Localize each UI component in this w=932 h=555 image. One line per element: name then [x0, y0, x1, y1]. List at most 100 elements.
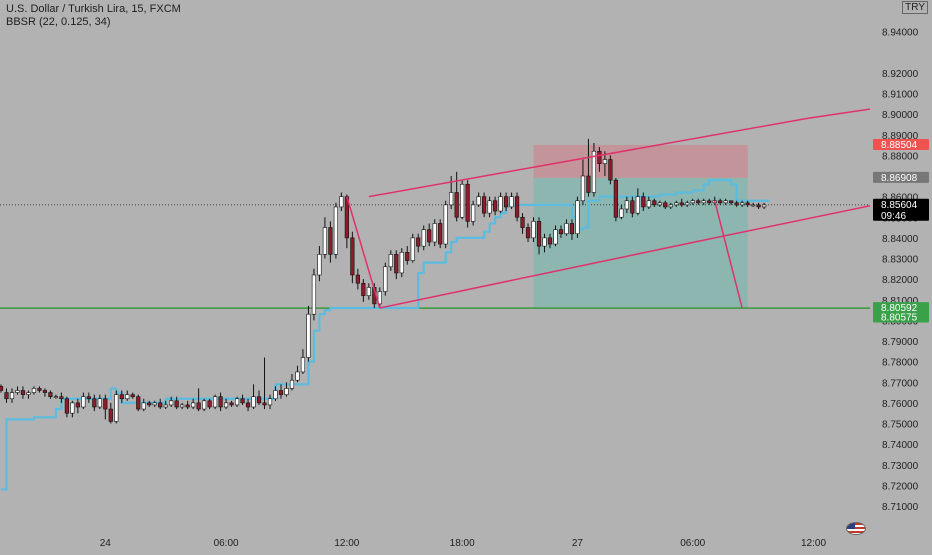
candle-body — [383, 266, 388, 292]
candle-body — [262, 402, 267, 406]
candle-body — [756, 204, 761, 208]
candle — [707, 198, 712, 205]
candle — [597, 147, 602, 172]
candle — [284, 382, 289, 397]
symbol-title[interactable]: U.S. Dollar / Turkish Lira, 15, FXCM — [6, 3, 181, 15]
candle — [569, 219, 575, 240]
candle — [646, 196, 651, 209]
candle-body — [119, 394, 124, 400]
candle — [443, 200, 448, 249]
candle-body — [652, 200, 657, 206]
candle — [317, 246, 322, 282]
candle-body — [251, 396, 256, 408]
candle — [185, 400, 190, 410]
candle — [410, 233, 415, 263]
candle — [158, 398, 163, 410]
candle-body — [114, 394, 119, 422]
candle-body — [42, 390, 48, 393]
price-tick-label: 8.72000 — [882, 481, 919, 492]
candle-body — [575, 200, 580, 235]
candle — [635, 188, 640, 216]
take-profit-zone — [533, 177, 748, 309]
candle-body — [536, 221, 542, 247]
currency-badge[interactable]: TRY — [902, 1, 928, 14]
candle — [608, 155, 613, 185]
time-tick-label: 24 — [100, 538, 112, 549]
candle — [169, 396, 174, 407]
candle-body — [613, 179, 618, 218]
candle — [575, 196, 580, 238]
price-tick-label: 8.81000 — [882, 296, 919, 307]
price-tick-label: 8.79000 — [882, 337, 919, 348]
candle-body — [482, 196, 487, 214]
candle-body — [256, 396, 262, 404]
candle-body — [608, 159, 613, 181]
candle — [756, 202, 761, 209]
price-tick-label: 8.84000 — [882, 234, 919, 245]
candle — [454, 171, 459, 222]
candle-body — [366, 287, 371, 296]
candle-body — [476, 196, 481, 206]
time-tick-label: 18:00 — [450, 538, 475, 549]
candle-body — [273, 390, 278, 400]
candle — [92, 394, 97, 412]
candle-body — [311, 274, 317, 315]
candle-body — [152, 402, 157, 406]
candle-body — [630, 200, 635, 214]
candle-body — [394, 254, 399, 274]
price-label-stop: 8.88504 — [873, 138, 929, 151]
candle — [674, 200, 679, 207]
candle-body — [0, 386, 4, 391]
candle-body — [53, 396, 58, 398]
candle-body — [514, 196, 520, 218]
candle — [289, 374, 295, 391]
candle — [152, 400, 157, 407]
candle-body — [70, 402, 75, 414]
candle-body — [679, 202, 684, 206]
candle — [476, 192, 481, 207]
candle — [405, 246, 410, 265]
candle-body — [663, 202, 668, 208]
candle-body — [707, 200, 712, 204]
candle-body — [180, 404, 185, 408]
candle — [251, 384, 256, 410]
candle-body — [86, 396, 91, 400]
horizontal-levels — [0, 204, 870, 309]
candle — [383, 262, 388, 296]
candle — [514, 192, 520, 222]
candle — [9, 388, 15, 403]
candle-body — [619, 208, 624, 218]
candle-body — [136, 396, 141, 410]
candle-body — [81, 396, 86, 408]
candle — [119, 390, 124, 403]
candle — [394, 250, 399, 280]
candle — [602, 151, 607, 176]
candle-body — [295, 371, 300, 381]
candle — [339, 192, 344, 212]
projection-line-2 — [713, 200, 743, 309]
candle-body — [103, 398, 108, 410]
candle-body — [388, 254, 393, 268]
candle — [223, 398, 229, 410]
candle — [75, 398, 80, 414]
candle-body — [328, 227, 333, 255]
candle — [26, 390, 31, 399]
candle-body — [525, 227, 531, 239]
candle — [531, 217, 536, 242]
candle — [525, 223, 531, 242]
candle-body — [432, 223, 437, 243]
candle — [306, 305, 311, 362]
candle-body — [174, 400, 179, 408]
candle-body — [267, 398, 273, 406]
candle-body — [646, 200, 651, 208]
candle-body — [547, 237, 553, 245]
candle-body — [317, 254, 322, 276]
candle — [701, 198, 706, 205]
candle — [218, 392, 223, 412]
price-label-bg — [873, 311, 929, 323]
indicator-title[interactable]: BBSR (22, 0.125, 34) — [6, 16, 111, 28]
candle-body — [289, 379, 295, 389]
